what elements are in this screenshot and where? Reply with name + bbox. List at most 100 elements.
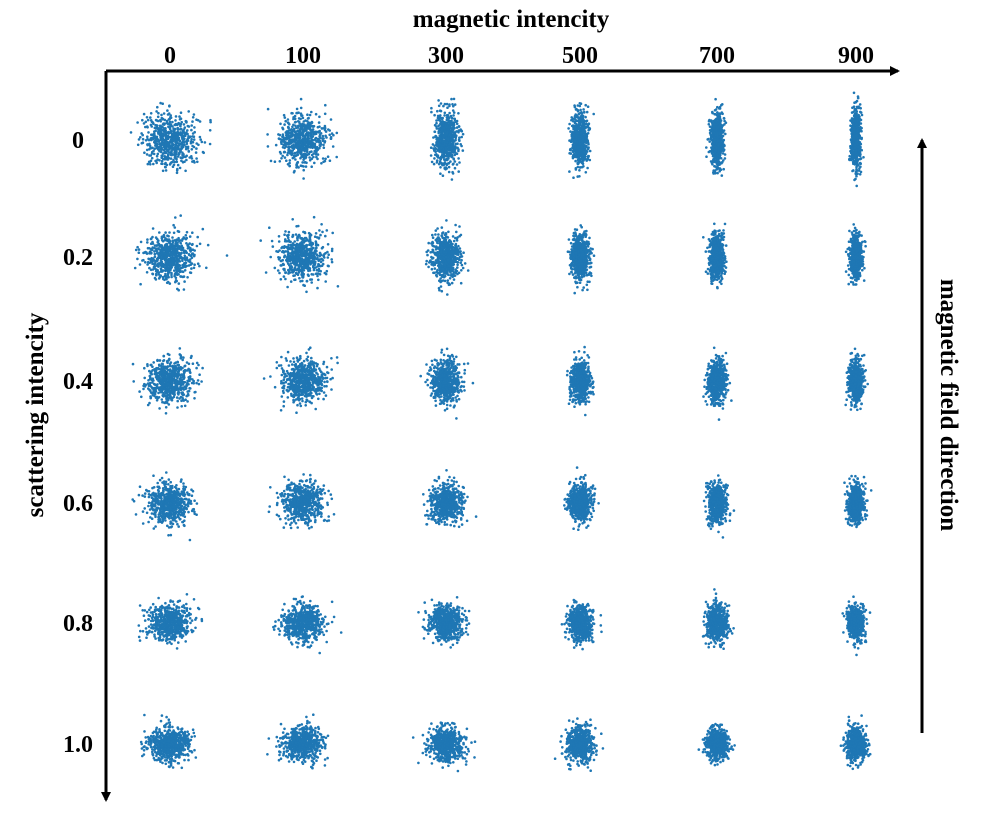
scatter-point [310, 150, 313, 153]
scatter-point [166, 154, 170, 158]
scatter-point [577, 150, 581, 153]
scatter-point [720, 131, 723, 135]
scatter-point [449, 145, 453, 148]
y-tick-label: 0.6 [63, 491, 93, 517]
scatter-point [459, 128, 463, 131]
scatter-point [720, 149, 723, 153]
scatter-point [164, 165, 167, 169]
scatter-point [161, 142, 165, 146]
scatter-point [176, 167, 179, 171]
scatter-point [182, 131, 186, 134]
scatter-point [722, 116, 726, 120]
scatter-point [191, 231, 194, 234]
scatter-point [575, 119, 579, 122]
scatter-point [166, 249, 170, 252]
scatter-point [453, 147, 457, 151]
scatter-point [441, 121, 445, 125]
scatter-point [443, 114, 446, 117]
scatter-point [301, 133, 305, 136]
scatter-point [283, 150, 287, 154]
scatter-point [168, 117, 171, 121]
y-tick-label: 0.2 [63, 245, 93, 271]
scatter-point [856, 136, 859, 140]
scatter-point [853, 101, 856, 104]
scatter-point [190, 155, 193, 158]
scatter-point [305, 259, 308, 263]
scatter-point [580, 112, 584, 115]
scatter-point [155, 264, 159, 268]
scatter-point [854, 149, 858, 152]
scatter-point [458, 139, 461, 142]
scatter-point [299, 97, 303, 101]
scatter-point [139, 282, 142, 286]
scatter-point [708, 140, 711, 143]
scatter-point [259, 239, 263, 242]
scatter-point [430, 106, 433, 110]
scatter-point [301, 122, 304, 126]
scatter-point [576, 104, 580, 107]
scatter-point [163, 238, 167, 242]
scatter-point [285, 250, 289, 253]
scatter-point [584, 103, 587, 107]
scatter-point [155, 126, 159, 129]
scatter-point [291, 218, 295, 221]
scatter-point [321, 245, 325, 249]
scatter-point [146, 162, 150, 166]
scatter-point [138, 263, 142, 266]
scatter-point [581, 114, 584, 117]
scatter-point [198, 120, 202, 123]
scatter-point [329, 137, 333, 140]
scatter-point [718, 161, 721, 165]
scatter-point [854, 113, 857, 117]
scatter-point [278, 256, 282, 260]
scatter-point [271, 245, 275, 248]
scatter-point [577, 145, 581, 148]
scatter-point [584, 171, 588, 174]
scatter-point [443, 111, 447, 115]
scatter-point [208, 142, 212, 146]
y-tick-label: 0 [72, 128, 84, 154]
scatter-point [712, 138, 716, 142]
scatter-point [291, 233, 295, 237]
scatter-point [299, 112, 303, 115]
scatter-point [278, 249, 281, 252]
scatter-point [310, 153, 314, 157]
scatter-point [301, 279, 304, 283]
scatter-point [193, 126, 196, 129]
scatter-point [291, 270, 294, 274]
scatter-point [188, 235, 192, 238]
scatter-point [849, 150, 853, 153]
scatter-point [303, 284, 307, 288]
scatter-point [439, 166, 442, 169]
scatter-point [439, 149, 442, 152]
scatter-point [316, 256, 319, 260]
scatter-point [175, 248, 179, 252]
scatter-point [145, 116, 149, 119]
scatter-point [176, 245, 180, 249]
scatter-point [182, 288, 186, 291]
scatter-point [858, 115, 861, 119]
scatter-point [848, 154, 851, 158]
scatter-point [279, 278, 283, 281]
scatter-point [720, 135, 724, 139]
scatter-point [160, 116, 164, 120]
scatter-point [335, 131, 339, 135]
scatter-point [304, 133, 307, 136]
scatter-point [850, 157, 853, 161]
scatter-cluster [129, 101, 212, 175]
scatter-point [283, 233, 286, 236]
scatter-point [151, 133, 154, 137]
scatter-point [440, 128, 444, 132]
scatter-point [299, 106, 303, 110]
scatter-point [437, 146, 440, 150]
scatter-point [578, 169, 581, 172]
scatter-point [171, 236, 174, 239]
scatter-point [436, 109, 439, 113]
scatter-point [719, 127, 723, 131]
scatter-point [289, 240, 292, 244]
scatter-point [317, 267, 321, 271]
scatter-point [184, 265, 187, 269]
scatter-point [295, 126, 298, 129]
scatter-point [568, 122, 571, 126]
scatter-point [321, 262, 325, 266]
